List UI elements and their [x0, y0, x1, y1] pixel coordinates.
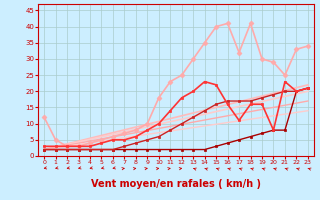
- X-axis label: Vent moyen/en rafales ( km/h ): Vent moyen/en rafales ( km/h ): [91, 179, 261, 189]
